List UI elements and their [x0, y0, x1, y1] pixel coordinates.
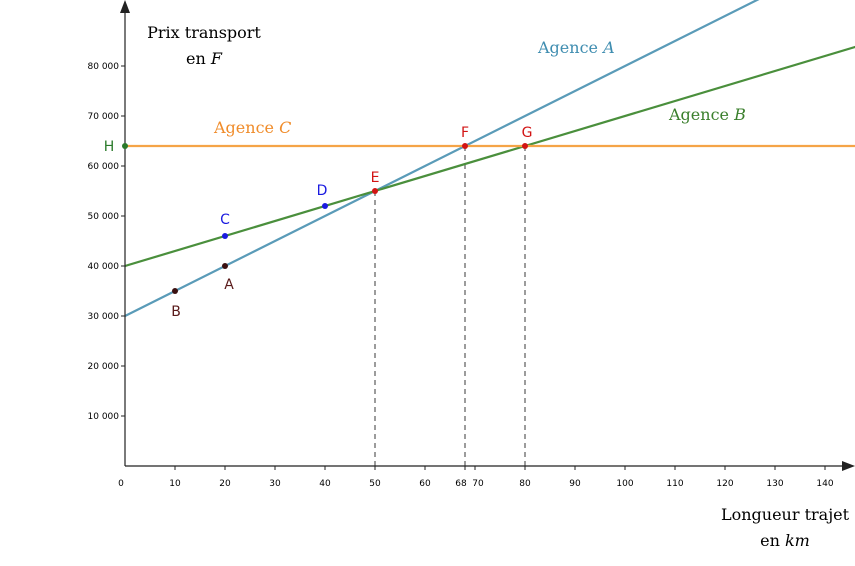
- x-tick-label: 130: [766, 479, 783, 489]
- point-label-d: D: [317, 183, 328, 199]
- x-tick-label: 20: [219, 479, 231, 489]
- x-tick-label: 100: [616, 479, 633, 489]
- x-tick-label: 10: [169, 479, 181, 489]
- x-tick-label: 50: [369, 479, 381, 489]
- point-label-g: G: [522, 125, 533, 141]
- series-line-a: [125, 0, 760, 317]
- y-axis-arrow: [120, 0, 130, 13]
- y-axis-label-line2: en F: [186, 49, 223, 68]
- series-lines: [125, 0, 855, 317]
- x-tick-labels: 0 10 20 30 40 50 60 68 70 80 90 100 110 120 130 140: [118, 466, 834, 489]
- x-tick-label: 68: [455, 479, 467, 489]
- point-label-b: B: [171, 304, 181, 320]
- point-f: [462, 143, 468, 149]
- data-points: A B C D E F G H: [104, 125, 533, 320]
- y-tick-label: 20 000: [88, 362, 120, 372]
- x-tick-label: 40: [319, 479, 331, 489]
- y-axis-label-line1: Prix transport: [147, 23, 261, 42]
- point-c: [222, 233, 228, 239]
- point-label-h: H: [104, 139, 115, 155]
- y-tick-labels: 10 000 20 000 30 000 40 000 50 000 60 000 70 0…: [88, 62, 125, 422]
- point-a: [222, 263, 228, 269]
- dashed-guides: [374, 146, 526, 466]
- point-label-f: F: [461, 125, 469, 141]
- series-label-agence-a: Agence A: [537, 38, 615, 57]
- series-label-agence-c: Agence C: [213, 118, 291, 137]
- y-tick-label: 60 000: [88, 162, 120, 172]
- point-e: [372, 188, 378, 194]
- axes: [120, 0, 855, 471]
- x-tick-label: 80: [519, 479, 531, 489]
- point-label-c: C: [220, 212, 230, 228]
- x-axis-arrow: [842, 461, 855, 471]
- x-tick-label: 120: [716, 479, 733, 489]
- point-g: [522, 143, 528, 149]
- y-tick-label: 10 000: [88, 412, 120, 422]
- y-tick-label: 40 000: [88, 262, 120, 272]
- series-label-agence-b: Agence B: [668, 105, 746, 124]
- x-tick-label: 110: [666, 479, 683, 489]
- point-label-a: A: [224, 277, 234, 293]
- point-d: [322, 203, 328, 209]
- point-label-e: E: [371, 170, 380, 186]
- x-tick-label: 0: [118, 479, 124, 489]
- x-tick-label: 60: [419, 479, 431, 489]
- y-tick-label: 80 000: [88, 62, 120, 72]
- x-axis-label-line2: en km: [760, 531, 810, 550]
- x-tick-label: 70: [472, 479, 484, 489]
- point-h: [122, 143, 128, 149]
- y-tick-label: 70 000: [88, 112, 120, 122]
- x-tick-label: 90: [569, 479, 581, 489]
- x-axis-label-line1: Longueur trajet: [721, 505, 850, 524]
- y-tick-label: 50 000: [88, 212, 120, 222]
- series-line-b: [125, 45, 855, 268]
- x-tick-label: 140: [816, 479, 833, 489]
- x-tick-label: 30: [269, 479, 281, 489]
- point-b: [172, 288, 178, 294]
- y-tick-label: 30 000: [88, 312, 120, 322]
